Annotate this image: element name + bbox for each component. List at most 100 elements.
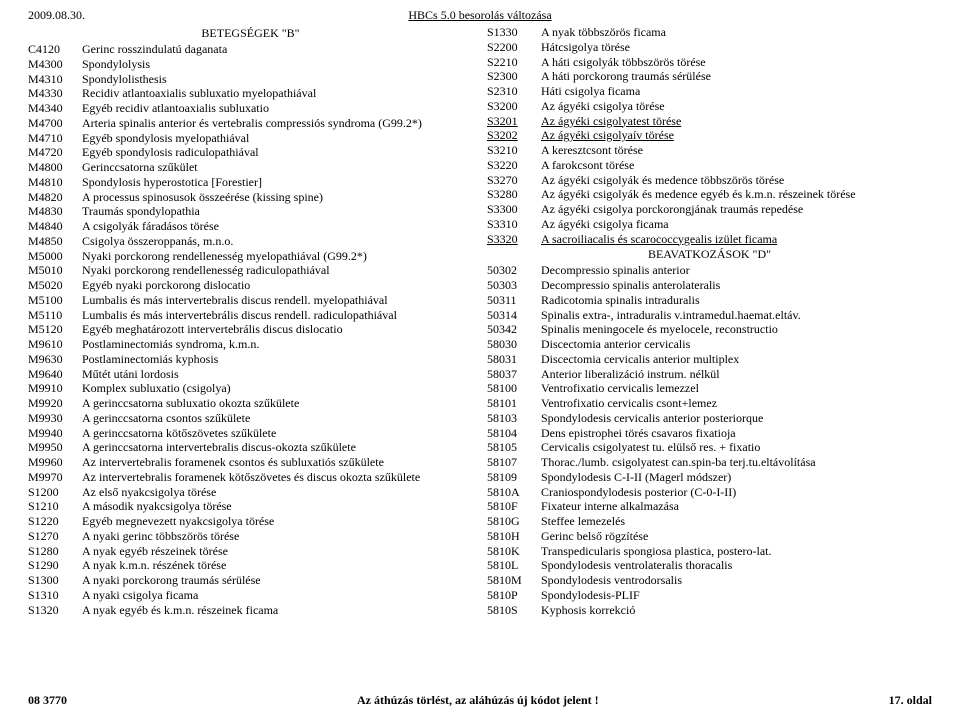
disease-label: Traumás spondylopathia <box>82 204 200 219</box>
procedure-label: Transpedicularis spongiosa plastica, pos… <box>541 544 772 559</box>
disease-label: Az ágyéki csigolyaív törése <box>541 128 674 143</box>
disease-code: S3280 <box>487 187 533 202</box>
disease-label: A gerinccsatorna csontos szűkülete <box>82 411 250 426</box>
disease-code: S1270 <box>28 529 74 544</box>
procedure-code: 58100 <box>487 381 533 396</box>
procedure-code: 5810S <box>487 603 533 618</box>
disease-code: M4830 <box>28 204 74 219</box>
disease-code: M4850 <box>28 234 74 249</box>
procedure-code: 5810M <box>487 573 533 588</box>
left-column: BETEGSÉGEK "B" C4120Gerinc rosszindulatú… <box>28 25 473 689</box>
procedure-row: 58031Discectomia cervicalis anterior mul… <box>487 352 932 367</box>
disease-code: S3320 <box>487 232 533 247</box>
procedure-label: Anterior liberalizáció instrum. nélkül <box>541 367 720 382</box>
disease-row: S1290A nyak k.m.n. részének törése <box>28 558 473 573</box>
procedure-label: Spondylodesis C-I-II (Magerl módszer) <box>541 470 731 485</box>
procedure-row: 58030Discectomia anterior cervicalis <box>487 337 932 352</box>
disease-code: M9630 <box>28 352 74 367</box>
disease-code: S3200 <box>487 99 533 114</box>
disease-row: S3270Az ágyéki csigolyák és medence több… <box>487 173 932 188</box>
procedure-label: Thorac./lumb. csigolyatest can.spin-ba t… <box>541 455 816 470</box>
disease-label: Spondylolisthesis <box>82 72 167 87</box>
disease-row: M9950A gerinccsatorna intervertebralis d… <box>28 440 473 455</box>
footer-mid: Az áthúzás törlést, az aláhúzás új kódot… <box>357 693 599 708</box>
disease-row: S3202 Az ágyéki csigolyaív törése <box>487 128 932 143</box>
procedure-code: 58109 <box>487 470 533 485</box>
disease-label: A nyak egyéb részeinek törése <box>82 544 228 559</box>
disease-row: S2210A háti csigolyák többszörös törése <box>487 55 932 70</box>
disease-label: Egyéb meghatározott intervertebrális dis… <box>82 322 343 337</box>
procedure-row: 50342Spinalis meningocele és myelocele, … <box>487 322 932 337</box>
footer-left: 08 3770 <box>28 693 67 708</box>
disease-label: A keresztcsont törése <box>541 143 643 158</box>
disease-label: Az ágyéki csigolyák és medence egyéb és … <box>541 187 856 202</box>
disease-code: M5120 <box>28 322 74 337</box>
procedure-code: 50314 <box>487 308 533 323</box>
disease-row: M9630Postlaminectomiás kyphosis <box>28 352 473 367</box>
disease-row: M5120 Egyéb meghatározott intervertebráli… <box>28 322 473 337</box>
procedure-label: Ventrofixatio cervicalis lemezzel <box>541 381 699 396</box>
disease-row: S1330A nyak többszörös ficama <box>487 25 932 40</box>
disease-row: C4120Gerinc rosszindulatú daganata <box>28 42 473 57</box>
right-section-title: BEAVATKOZÁSOK "D" <box>487 247 932 262</box>
procedure-code: 50311 <box>487 293 533 308</box>
procedure-label: Decompressio spinalis anterolateralis <box>541 278 720 293</box>
disease-row: M9910Komplex subluxatio (csigolya) <box>28 381 473 396</box>
disease-code: M9970 <box>28 470 74 485</box>
disease-row: S3200Az ágyéki csigolya törése <box>487 99 932 114</box>
disease-label: Az intervertebralis foramenek kötőszövet… <box>82 470 420 485</box>
procedure-code: 5810K <box>487 544 533 559</box>
disease-row: M9960Az intervertebralis foramenek csont… <box>28 455 473 470</box>
disease-label: A nyaki csigolya ficama <box>82 588 198 603</box>
disease-label: Csigolya összeroppanás, m.n.o. <box>82 234 233 249</box>
disease-label: Hátcsigolya törése <box>541 40 630 55</box>
disease-row: S1270 A nyaki gerinc többszörös törése <box>28 529 473 544</box>
disease-label: Háti csigolya ficama <box>541 84 640 99</box>
disease-code: M4810 <box>28 175 74 190</box>
procedure-row: 5810LSpondylodesis ventrolateralis thora… <box>487 558 932 573</box>
procedure-row: 58103Spondylodesis cervicalis anterior p… <box>487 411 932 426</box>
disease-code: M4340 <box>28 101 74 116</box>
disease-label: Egyéb nyaki porckorong dislocatio <box>82 278 250 293</box>
disease-row: S1300A nyaki porckorong traumás sérülése <box>28 573 473 588</box>
disease-code: S3202 <box>487 128 533 143</box>
disease-label: Az ágyéki csigolya ficama <box>541 217 669 232</box>
procedure-label: Spondylodesis-PLIF <box>541 588 640 603</box>
procedure-row: 50303Decompressio spinalis anterolateral… <box>487 278 932 293</box>
disease-label: A nyaki gerinc többszörös törése <box>82 529 239 544</box>
disease-row: S3201Az ágyéki csigolyatest törése <box>487 114 932 129</box>
page: 2009.08.30. HBCs 5.0 besorolás változása… <box>0 0 960 714</box>
disease-row: S3310 Az ágyéki csigolya ficama <box>487 217 932 232</box>
disease-row: M4800Gerinccsatorna szűkület <box>28 160 473 175</box>
procedure-label: Discectomia cervicalis anterior multiple… <box>541 352 739 367</box>
procedure-code: 5810G <box>487 514 533 529</box>
disease-code: S1210 <box>28 499 74 514</box>
disease-code: S3310 <box>487 217 533 232</box>
disease-row: S2300A háti porckorong traumás sérülése <box>487 69 932 84</box>
disease-code: S3201 <box>487 114 533 129</box>
disease-label: Nyaki porckorong rendellenesség myelopat… <box>82 249 367 264</box>
disease-code: M9930 <box>28 411 74 426</box>
disease-row: M4720Egyéb spondylosis radiculopathiával <box>28 145 473 160</box>
disease-label: Egyéb spondylosis radiculopathiával <box>82 145 259 160</box>
disease-row: M4340 Egyéb recidiv atlantoaxialis sublux… <box>28 101 473 116</box>
disease-row: M5100Lumbalis és más intervertebralis di… <box>28 293 473 308</box>
disease-label: Lumbalis és más intervertebralis discus … <box>82 293 388 308</box>
content-columns: BETEGSÉGEK "B" C4120Gerinc rosszindulatú… <box>28 25 932 689</box>
disease-code: S1280 <box>28 544 74 559</box>
disease-code: S2300 <box>487 69 533 84</box>
disease-label: Egyéb recidiv atlantoaxialis subluxatio <box>82 101 269 116</box>
disease-code: M9920 <box>28 396 74 411</box>
disease-row: M4300Spondylolysis <box>28 57 473 72</box>
disease-code: S1200 <box>28 485 74 500</box>
disease-row: M4850 Csigolya összeroppanás, m.n.o. <box>28 234 473 249</box>
procedure-label: Spondylodesis cervicalis anterior poster… <box>541 411 763 426</box>
procedure-row: 5810GSteffee lemezelés <box>487 514 932 529</box>
disease-code: M4800 <box>28 160 74 175</box>
disease-row: M4700Arteria spinalis anterior és verteb… <box>28 116 473 131</box>
left-list: C4120Gerinc rosszindulatú daganataM4300S… <box>28 42 473 617</box>
disease-label: Gerinc rosszindulatú daganata <box>82 42 227 57</box>
disease-row: S1310A nyaki csigolya ficama <box>28 588 473 603</box>
procedure-label: Decompressio spinalis anterior <box>541 263 690 278</box>
disease-label: Postlaminectomiás syndroma, k.m.n. <box>82 337 259 352</box>
